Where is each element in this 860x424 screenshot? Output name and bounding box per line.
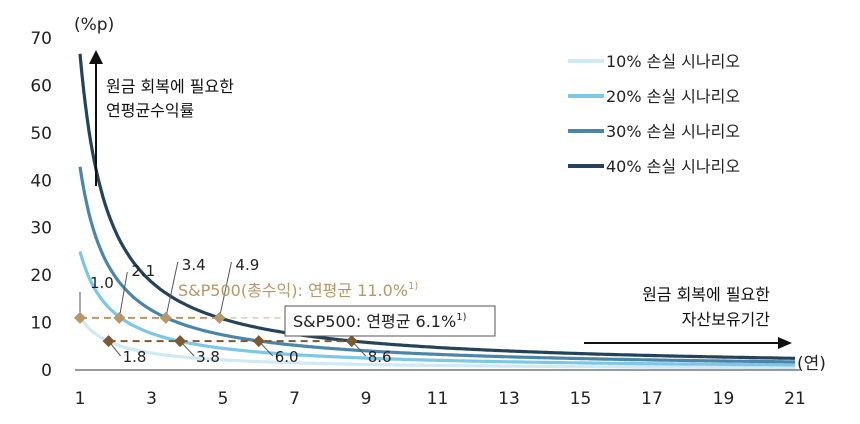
y-tick-label: 0 [41, 361, 52, 381]
y-tick-label: 30 [30, 219, 52, 239]
y-tick-label: 20 [30, 266, 52, 286]
x-tick-label: 9 [361, 389, 372, 409]
x-tick-label: 15 [570, 389, 592, 409]
series-line-1 [78, 316, 795, 370]
right-arrow-icon [778, 337, 792, 349]
x-tick-label: 13 [498, 389, 520, 409]
x-tick-label: 7 [289, 389, 300, 409]
sp-total-marker [113, 311, 126, 324]
sp-total-point-label: 1.0 [90, 274, 114, 292]
annotation-right-line2: 자산보유기간 [682, 310, 771, 329]
x-tick-label: 19 [713, 389, 735, 409]
sp-total-leader [218, 261, 232, 318]
y-tick-label: 70 [30, 29, 52, 49]
y-tick-label: 40 [30, 171, 52, 191]
legend: 10% 손실 시나리오 20% 손실 시나리오 30% 손실 시나리오 40% 손실 … [568, 52, 740, 176]
sp-total-point-label: 2.1 [131, 262, 155, 280]
sp-price-marker [345, 335, 358, 348]
legend-label-2: 20% 손실 시나리오 [606, 87, 740, 106]
sp-total-marker [74, 311, 86, 324]
x-tick-label: 1 [75, 389, 86, 409]
x-tick-label: 3 [146, 389, 157, 409]
sp-price-point-label: 3.8 [196, 348, 220, 366]
series-lines [78, 53, 795, 370]
sp-total-leader [118, 271, 128, 318]
sp-total-point-label: 4.9 [235, 256, 259, 274]
series-line-4 [78, 53, 795, 360]
up-arrow-icon [89, 50, 103, 64]
y-tick-label: 50 [30, 124, 52, 144]
sp-total-point-label: 3.4 [182, 256, 206, 274]
annotation-up-line2: 연평균수익률 [106, 101, 194, 120]
x-tick-label: 21 [784, 389, 806, 409]
sp-price-point-label: 1.8 [123, 348, 147, 366]
sp-price-point-label: 8.6 [368, 348, 392, 366]
sp-total-leader [165, 261, 179, 318]
sp500-price-label: S&P500: 연평균 6.1%1) [293, 312, 467, 331]
sp-total-marker [159, 311, 172, 324]
sp500-total-label: S&P500(총수익): 연평균 11.0%1) [178, 281, 418, 300]
sp500-total-return-markers: 1.0 2.1 3.4 4.9 [74, 256, 302, 324]
sp-price-point-label: 6.0 [275, 348, 299, 366]
sp500-price-markers: 1.8 3.8 6.0 8.6 [102, 335, 392, 366]
series-line-2 [78, 250, 795, 367]
series-line-3 [78, 166, 795, 364]
sp500-price-label-box [284, 305, 496, 337]
annotation-right-line1: 원금 회복에 필요한 [642, 285, 770, 304]
x-axis-unit: (연) [797, 354, 826, 374]
legend-label-3: 30% 손실 시나리오 [606, 122, 740, 141]
annotation-up-line1: 원금 회복에 필요한 [106, 77, 234, 96]
sp-total-marker [213, 311, 226, 324]
y-tick-label: 10 [30, 314, 52, 334]
legend-label-1: 10% 손실 시나리오 [606, 52, 740, 71]
legend-label-4: 40% 손실 시나리오 [606, 157, 740, 176]
sp-price-marker [174, 335, 187, 348]
x-tick-label: 17 [641, 389, 663, 409]
y-tick-label: 60 [30, 76, 52, 96]
x-tick-label: 5 [218, 389, 229, 409]
sp-price-marker [102, 335, 115, 348]
y-axis-ticks: 0 10 20 30 40 50 60 70 [30, 29, 52, 381]
y-axis-unit: (%p) [74, 15, 114, 35]
x-tick-label: 11 [427, 389, 449, 409]
sp-price-marker [252, 335, 265, 348]
x-axis-ticks: 1 3 5 7 9 11 13 15 17 19 21 [75, 389, 806, 409]
